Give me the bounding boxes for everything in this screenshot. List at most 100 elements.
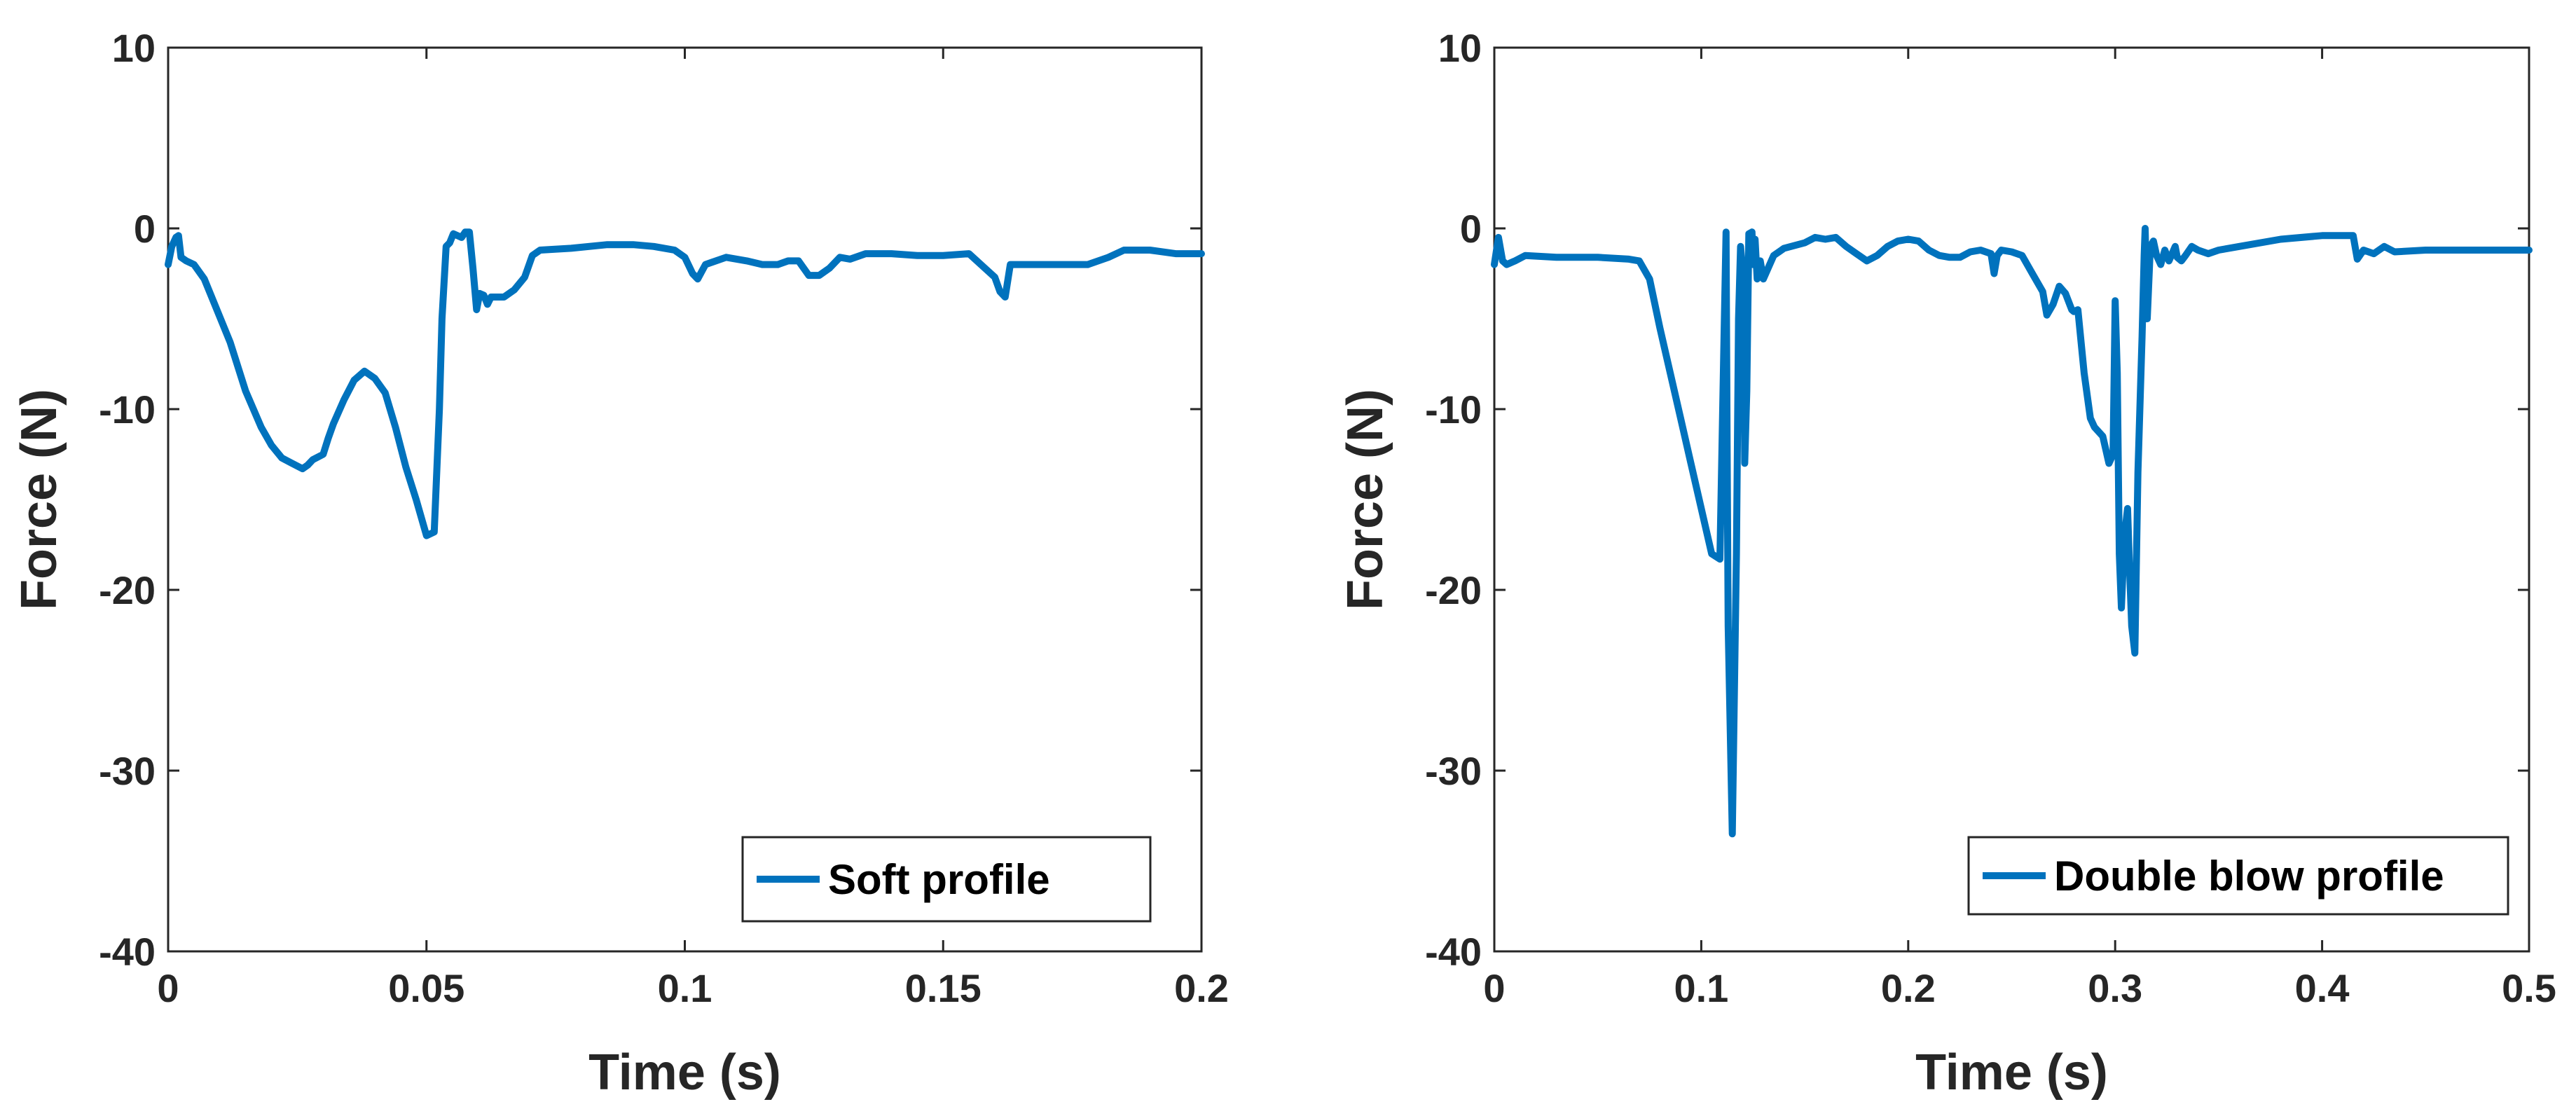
- data-point: [1007, 261, 1014, 268]
- data-point: [1741, 280, 1747, 286]
- data-point: [1946, 254, 1952, 261]
- data-point: [462, 229, 469, 235]
- data-point: [2044, 312, 2050, 318]
- data-point: [1744, 388, 1750, 394]
- x-tick-label: 0: [157, 966, 179, 1010]
- data-point: [2166, 258, 2172, 264]
- data-point: [1998, 247, 2004, 253]
- data-point: [2147, 243, 2154, 249]
- data-point: [2215, 247, 2222, 253]
- data-point: [2030, 270, 2035, 277]
- data-point: [862, 251, 869, 257]
- data-point: [488, 294, 494, 300]
- series-line-left: [165, 228, 1205, 539]
- y-tick-label: -20: [1425, 568, 1482, 612]
- data-point: [1069, 261, 1075, 268]
- data-point: [1905, 236, 1911, 242]
- data-point: [1553, 254, 1559, 261]
- data-point: [340, 397, 347, 404]
- x-tick-label: 0: [1483, 966, 1505, 1010]
- data-point: [2174, 254, 2180, 261]
- data-point: [446, 240, 453, 246]
- data-point: [1492, 261, 1497, 268]
- data-point: [1812, 234, 1818, 240]
- data-point: [1895, 238, 1901, 244]
- data-point: [1636, 258, 1642, 264]
- y-tick-label: 10: [112, 26, 156, 70]
- y-tick-label: -10: [1425, 387, 1482, 432]
- data-point: [372, 376, 378, 382]
- data-point: [361, 368, 368, 374]
- data-point: [1724, 442, 1730, 448]
- legend-left: Soft profile: [741, 836, 1152, 923]
- data-point: [169, 243, 175, 249]
- data-point: [2150, 238, 2156, 244]
- data-point: [2142, 226, 2148, 231]
- data-point: [703, 261, 708, 268]
- legend-box: [1967, 836, 2509, 916]
- data-point: [759, 261, 766, 268]
- data-point: [258, 424, 264, 430]
- x-tick-label: 0.2: [1174, 966, 1229, 1010]
- data-point: [1752, 236, 1758, 242]
- legend-label: Double blow profile: [2054, 853, 2444, 900]
- x-axis-title: Time (s): [1915, 1045, 2108, 1101]
- data-point: [2154, 252, 2160, 259]
- data-point: [1723, 229, 1729, 235]
- data-point: [2381, 243, 2388, 249]
- data-point: [568, 245, 574, 252]
- data-point: [458, 234, 464, 240]
- data-point: [1725, 623, 1731, 629]
- data-point: [165, 261, 171, 268]
- data-point: [2039, 289, 2046, 295]
- data-point: [2009, 249, 2015, 255]
- y-tick-label: -30: [99, 749, 156, 793]
- data-point: [1121, 247, 1127, 253]
- data-point: [470, 265, 476, 271]
- data-point: [2236, 243, 2243, 249]
- data-point: [2091, 424, 2098, 430]
- data-point: [279, 455, 285, 461]
- data-point: [1737, 243, 1744, 249]
- data-point: [2371, 251, 2377, 257]
- data-point: [2423, 247, 2429, 253]
- y-tick-label: 10: [1438, 26, 1482, 70]
- y-tick-label: 0: [134, 207, 156, 251]
- data-point: [439, 316, 445, 322]
- data-point: [2110, 451, 2116, 457]
- data-point: [382, 390, 388, 396]
- data-point: [2360, 247, 2367, 253]
- legend-label: Soft profile: [828, 856, 1050, 903]
- data-point: [1717, 556, 1723, 563]
- data-point: [1864, 258, 1870, 264]
- data-point: [2114, 370, 2121, 376]
- data-point: [1199, 251, 1204, 257]
- data-point: [212, 301, 218, 308]
- data-point: [785, 258, 791, 264]
- x-tick-label: 0.1: [658, 966, 712, 1010]
- data-point: [2119, 605, 2125, 611]
- data-point: [630, 242, 636, 248]
- data-point: [966, 251, 972, 257]
- data-point: [888, 251, 895, 257]
- x-tick-label: 0.05: [388, 966, 464, 1010]
- data-point: [2464, 247, 2470, 253]
- data-point: [392, 424, 399, 430]
- data-point: [1936, 252, 1943, 259]
- data-point: [1843, 243, 1850, 249]
- data-point: [744, 258, 750, 264]
- data-point: [1733, 551, 1740, 557]
- plot-area-left: [167, 46, 1203, 953]
- y-tick-label: 0: [1460, 207, 1482, 251]
- data-point: [940, 252, 946, 259]
- chart-soft-profile: 0 0.05 0.1 0.15 0.2 -40 -30 -20 -10 0 10 Time (s) Fo…: [11, 26, 1229, 1101]
- chart-double-blow-profile: 0 0.1 0.2 0.3 0.4 0.5 -40 -30 -20 -10 0 10 Time (s) F…: [1337, 26, 2556, 1101]
- data-point: [2050, 301, 2056, 308]
- data-point: [1084, 261, 1091, 268]
- data-point: [467, 229, 472, 235]
- data-point: [2162, 247, 2168, 253]
- data-point: [2126, 569, 2133, 575]
- data-point: [511, 287, 518, 293]
- data-point: [1503, 261, 1510, 268]
